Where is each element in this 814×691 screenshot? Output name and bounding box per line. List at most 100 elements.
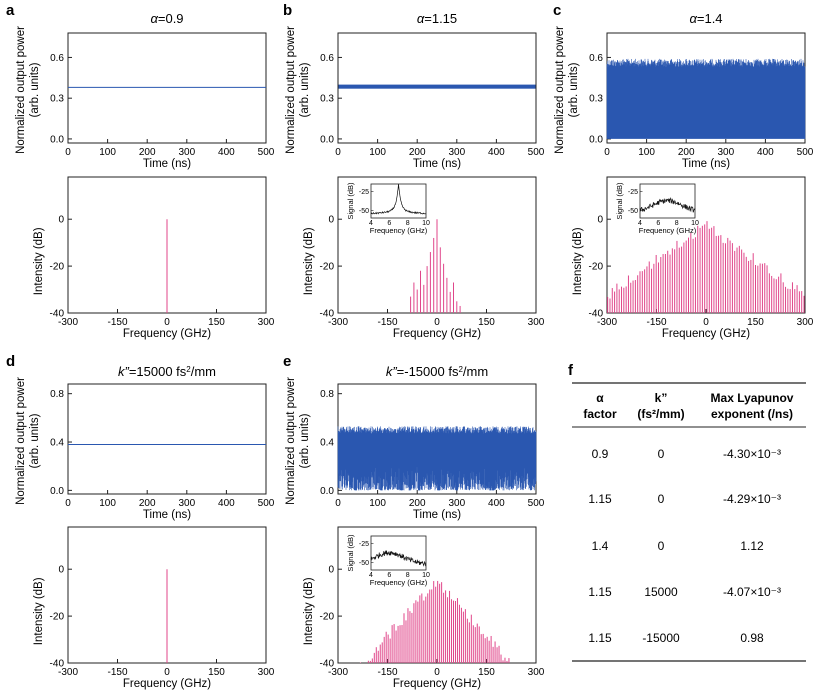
c-time-xtick-label: 0: [604, 147, 610, 158]
d-freq-xlabel: Frequency (GHz): [123, 678, 211, 690]
c-time-ytick-label: 0.3: [589, 94, 603, 105]
e-time-ylabel-units: (arb. units): [299, 413, 311, 468]
e-freq-xlabel: Frequency (GHz): [393, 678, 481, 690]
a-time-xtick-label: 200: [139, 147, 156, 158]
table-cell: 15000: [644, 585, 678, 599]
d-freq-ytick-label: -20: [50, 612, 65, 623]
panel-label-a: a: [6, 2, 15, 19]
c-freq-xtick-label: -300: [597, 317, 617, 328]
b-freq-inset-trace: [370, 183, 427, 215]
e-freq-xtick-label: 300: [528, 667, 545, 678]
c-freq-inset-frame: [639, 183, 696, 219]
d-time-xtick-label: 200: [139, 498, 156, 509]
b-time-ytick-label: 0.0: [320, 134, 334, 145]
c-freq-xtick-label: 0: [703, 317, 709, 328]
e-time-xtick-label: 0: [335, 498, 341, 509]
e-freq-inset-xtick-label: 6: [387, 572, 391, 579]
a-freq-xtick-label: 0: [164, 317, 170, 328]
b-time-xtick-label: 400: [488, 147, 505, 158]
d-time-ylabel: Normalized output power: [15, 377, 27, 505]
e-freq-inset-xlabel: Frequency (GHz): [370, 578, 428, 587]
c-time-xtick-label: 300: [717, 147, 734, 158]
b-freq-inset-xlabel: Frequency (GHz): [370, 226, 428, 235]
b-freq-ylabel: Intensity (dB): [303, 227, 315, 295]
table-header-k-1: k”: [655, 391, 668, 405]
e-freq-inset-ylabel: Signal (dB): [346, 534, 355, 572]
c-time-series-trace: [606, 58, 806, 139]
c-freq-inset-xtick-label: 6: [656, 220, 660, 227]
table-cell: -15000: [642, 631, 680, 645]
table-cell: 1.15: [588, 585, 612, 599]
b-freq-xtick-label: -150: [377, 317, 397, 328]
table-cell: 0: [658, 447, 665, 461]
c-time-axes: 0 100 200 300 400 500 0.0 0.3 0.6 Time (ns) Normal…: [554, 26, 814, 170]
e-freq-ytick-label: -20: [320, 612, 335, 623]
a-time-xtick-label: 100: [99, 147, 116, 158]
d-freq-ytick-label: 0: [58, 565, 64, 576]
d-time-ytick-label: 0.0: [50, 486, 64, 497]
e-freq-inset-xtick-label: 4: [369, 572, 373, 579]
d-time-xlabel: Time (ns): [143, 509, 191, 521]
c-freq-ylabel: Intensity (dB): [572, 227, 584, 295]
c-freq-xtick-label: -150: [646, 317, 666, 328]
c-freq-xtick-label: 150: [747, 317, 764, 328]
c-freq-inset-trace: [639, 196, 696, 213]
c-freq-inset-ylabel: Signal (dB): [615, 182, 624, 220]
panel-label-e: e: [283, 353, 291, 370]
d-freq-xtick-label: -150: [107, 667, 127, 678]
b-freq-ytick-label: 0: [328, 215, 334, 226]
e-freq-ytick-label: -40: [320, 659, 335, 670]
table-cell: 1.15: [588, 631, 612, 645]
c-time-ylabel-units: (arb. units): [568, 62, 580, 117]
e-freq-xtick-label: 0: [434, 667, 440, 678]
table-cell: -4.07×10⁻³: [723, 585, 781, 599]
b-time-xtick-label: 0: [335, 147, 341, 158]
a-freq-ylabel: Intensity (dB): [33, 227, 45, 295]
e-freq-inset: 4 6 8 10 -25 -50 Frequency (GHz) Signal (dB): [346, 534, 430, 587]
b-freq-xlabel: Frequency (GHz): [393, 328, 481, 340]
c-freq-ytick-label: 0: [597, 215, 603, 226]
a-freq-xlabel: Frequency (GHz): [123, 328, 211, 340]
d-time-xtick-label: 400: [218, 498, 235, 509]
table-cell: 0.98: [740, 631, 764, 645]
c-freq-ytick-label: -20: [589, 262, 604, 273]
e-freq-inset-trace: [370, 550, 427, 567]
a-time-ylabel-units: (arb. units): [29, 62, 41, 117]
e-time-xlabel: Time (ns): [413, 509, 461, 521]
b-time-frame: [337, 32, 537, 144]
e-time-xtick-label: 300: [448, 498, 465, 509]
d-freq-xtick-label: 0: [164, 667, 170, 678]
b-freq-xtick-label: 0: [434, 317, 440, 328]
b-freq-inset-ytick-label: -50: [359, 208, 369, 215]
c-time-xtick-label: 100: [638, 147, 655, 158]
c-freq-inset-xlabel: Frequency (GHz): [639, 226, 697, 235]
c-freq-inset-xtick-label: 10: [691, 220, 699, 227]
b-freq-inset-ytick-label: -25: [359, 189, 369, 196]
a-time-ylabel: Normalized output power: [15, 26, 27, 154]
table-header-lyap-2: exponent (/ns): [711, 407, 793, 421]
a-time-ytick-label: 0.3: [50, 94, 64, 105]
e-freq-ylabel: Intensity (dB): [303, 577, 315, 645]
table-header-lyap-1: Max Lyapunov: [711, 391, 794, 405]
c-freq-inset-xtick-label: 8: [675, 220, 679, 227]
d-time-xtick-label: 300: [178, 498, 195, 509]
panel-label-c: c: [553, 2, 561, 19]
c-freq-inset-ytick-label: -25: [628, 189, 638, 196]
d-time-frame: [67, 383, 267, 495]
c-time-xlabel: Time (ns): [682, 158, 730, 170]
table-cell: 1.15: [588, 492, 612, 506]
table-cell: 0.9: [592, 447, 609, 461]
e-freq-xtick-label: 150: [478, 667, 495, 678]
table-cell: 1.4: [592, 539, 609, 553]
e-time-xtick-label: 500: [528, 498, 545, 509]
b-freq-inset-xtick-label: 10: [422, 220, 430, 227]
table-cell: 0: [658, 539, 665, 553]
b-time-xtick-label: 100: [369, 147, 386, 158]
title-d: k”=15000 fs2/mm: [118, 364, 216, 379]
a-freq-ytick-label: -40: [50, 309, 65, 320]
c-freq-inset: 4 6 8 10 -25 -50 Frequency (GHz) Signal (dB): [615, 182, 699, 235]
b-time-xtick-label: 200: [409, 147, 426, 158]
b-time-ytick-label: 0.3: [320, 94, 334, 105]
table-cell: -4.29×10⁻³: [723, 492, 781, 506]
